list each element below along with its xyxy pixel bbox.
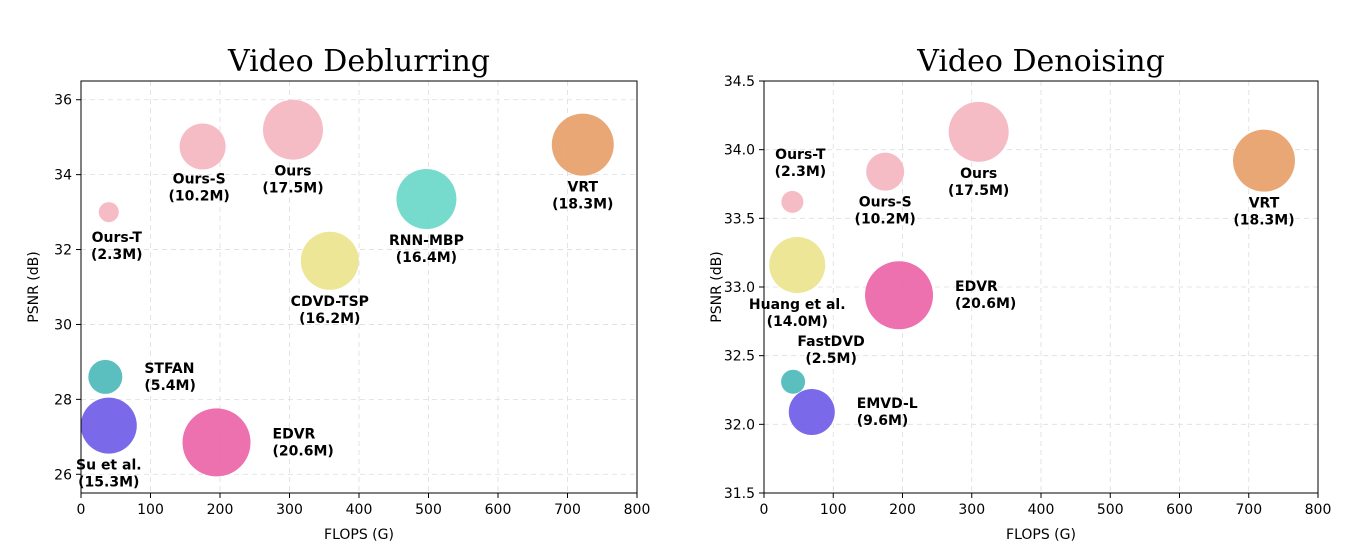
bubble-ours [948,101,1009,162]
bubble-ours-s [179,123,226,170]
bubble-su-et-al- [80,397,137,454]
x-tick-label: 800 [624,502,651,518]
y-tick-label: 26 [54,467,72,483]
label-ours-t: Ours-T [92,230,143,246]
y-tick-label: 33.0 [724,280,755,296]
bubble-ours [262,99,323,160]
label-params-ours-s: (10.2M) [855,212,916,228]
x-tick-label: 400 [1028,502,1055,518]
y-tick-label: 28 [54,392,72,408]
y-tick-label: 36 [54,93,72,109]
bubble-rnn-mbp [396,168,457,229]
label-params-ours: (17.5M) [262,181,323,197]
chart-title: Video Denoising [916,44,1165,79]
chart-2: Ours-T(2.3M)Ours-S(10.2M)Ours(17.5M)VRT(… [709,44,1331,543]
x-tick-label: 700 [554,502,581,518]
label-ours-s: Ours-S [173,172,226,188]
bubble-cdvd-tsp [300,231,359,290]
label-su-et-al-: Su et al. [76,458,142,474]
x-tick-label: 400 [346,502,373,518]
x-tick-label: 600 [1166,502,1193,518]
bubble-ours-s [866,152,905,191]
bubble-ours-t [98,202,119,223]
label-params-vrt: (18.3M) [1233,213,1294,229]
label-ours: Ours [960,166,997,182]
x-tick-label: 100 [137,502,164,518]
x-tick-label: 700 [1235,502,1262,518]
y-tick-label: 34 [54,168,72,184]
x-tick-label: 500 [1097,502,1124,518]
label-params-edvr: (20.6M) [955,296,1016,312]
x-tick-label: 600 [485,502,512,518]
label-params-ours-s: (10.2M) [169,189,230,205]
bubble-edvr [182,408,251,477]
bubble-fastdvd [781,369,806,394]
y-tick-label: 34.5 [724,74,755,90]
label-stfan: STFAN [144,361,194,377]
y-tick-label: 33.5 [724,211,755,227]
label-rnn-mbp: RNN-MBP [389,233,464,249]
x-tick-label: 0 [760,502,769,518]
bubble-ours-t [781,190,804,213]
x-tick-label: 500 [415,502,442,518]
label-fastdvd: FastDVD [797,334,864,350]
x-tick-label: 100 [820,502,847,518]
x-tick-label: 200 [207,502,234,518]
label-emvd-l: EMVD-L [857,396,918,412]
label-ours-s: Ours-S [859,195,912,211]
label-edvr: EDVR [955,279,998,295]
label-params-fastdvd: (2.5M) [805,351,857,367]
bubble-vrt [1232,129,1295,192]
label-params-rnn-mbp: (16.4M) [396,250,457,266]
x-tick-label: 300 [958,502,985,518]
label-ours: Ours [274,164,311,180]
y-tick-label: 34.0 [724,143,755,159]
y-tick-label: 32.0 [724,417,755,433]
bubble-vrt [551,113,614,176]
label-params-cdvd-tsp: (16.2M) [299,311,360,327]
x-tick-label: 800 [1305,502,1332,518]
label-ours-t: Ours-T [775,147,826,163]
label-params-edvr: (20.6M) [273,443,334,459]
y-tick-label: 32 [54,243,72,259]
label-vrt: VRT [568,180,599,196]
label-params-vrt: (18.3M) [552,197,613,213]
x-tick-label: 200 [889,502,916,518]
label-vrt: VRT [1249,196,1280,212]
y-tick-label: 32.5 [724,349,755,365]
label-params-su-et-al-: (15.3M) [78,475,139,491]
x-tick-label: 0 [77,502,86,518]
label-params-huang-et-al-: (14.0M) [767,314,828,330]
y-axis-label: PSNR (dB) [709,251,725,322]
y-axis-label: PSNR (dB) [26,251,42,322]
label-params-ours: (17.5M) [948,183,1009,199]
bubble-huang-et-al- [769,237,826,294]
x-axis-label: FLOPS (G) [324,527,394,543]
bubble-emvd-l [788,388,835,435]
bubble-edvr [865,261,934,330]
label-edvr: EDVR [273,426,316,442]
y-tick-label: 30 [54,317,72,333]
label-huang-et-al-: Huang et al. [749,297,846,313]
label-params-ours-t: (2.3M) [775,164,827,180]
label-params-stfan: (5.4M) [144,378,196,394]
x-tick-label: 300 [276,502,303,518]
label-cdvd-tsp: CDVD-TSP [291,294,369,310]
chart-1: Ours-T(2.3M)Ours-S(10.2M)Ours(17.5M) VRT(… [26,44,650,543]
label-params-emvd-l: (9.6M) [857,413,909,429]
y-tick-label: 31.5 [724,486,755,502]
label-params-ours-t: (2.3M) [91,247,143,263]
chart-title: Video Deblurring [227,44,490,79]
x-axis-label: FLOPS (G) [1006,527,1076,543]
bubble-stfan [88,359,123,394]
